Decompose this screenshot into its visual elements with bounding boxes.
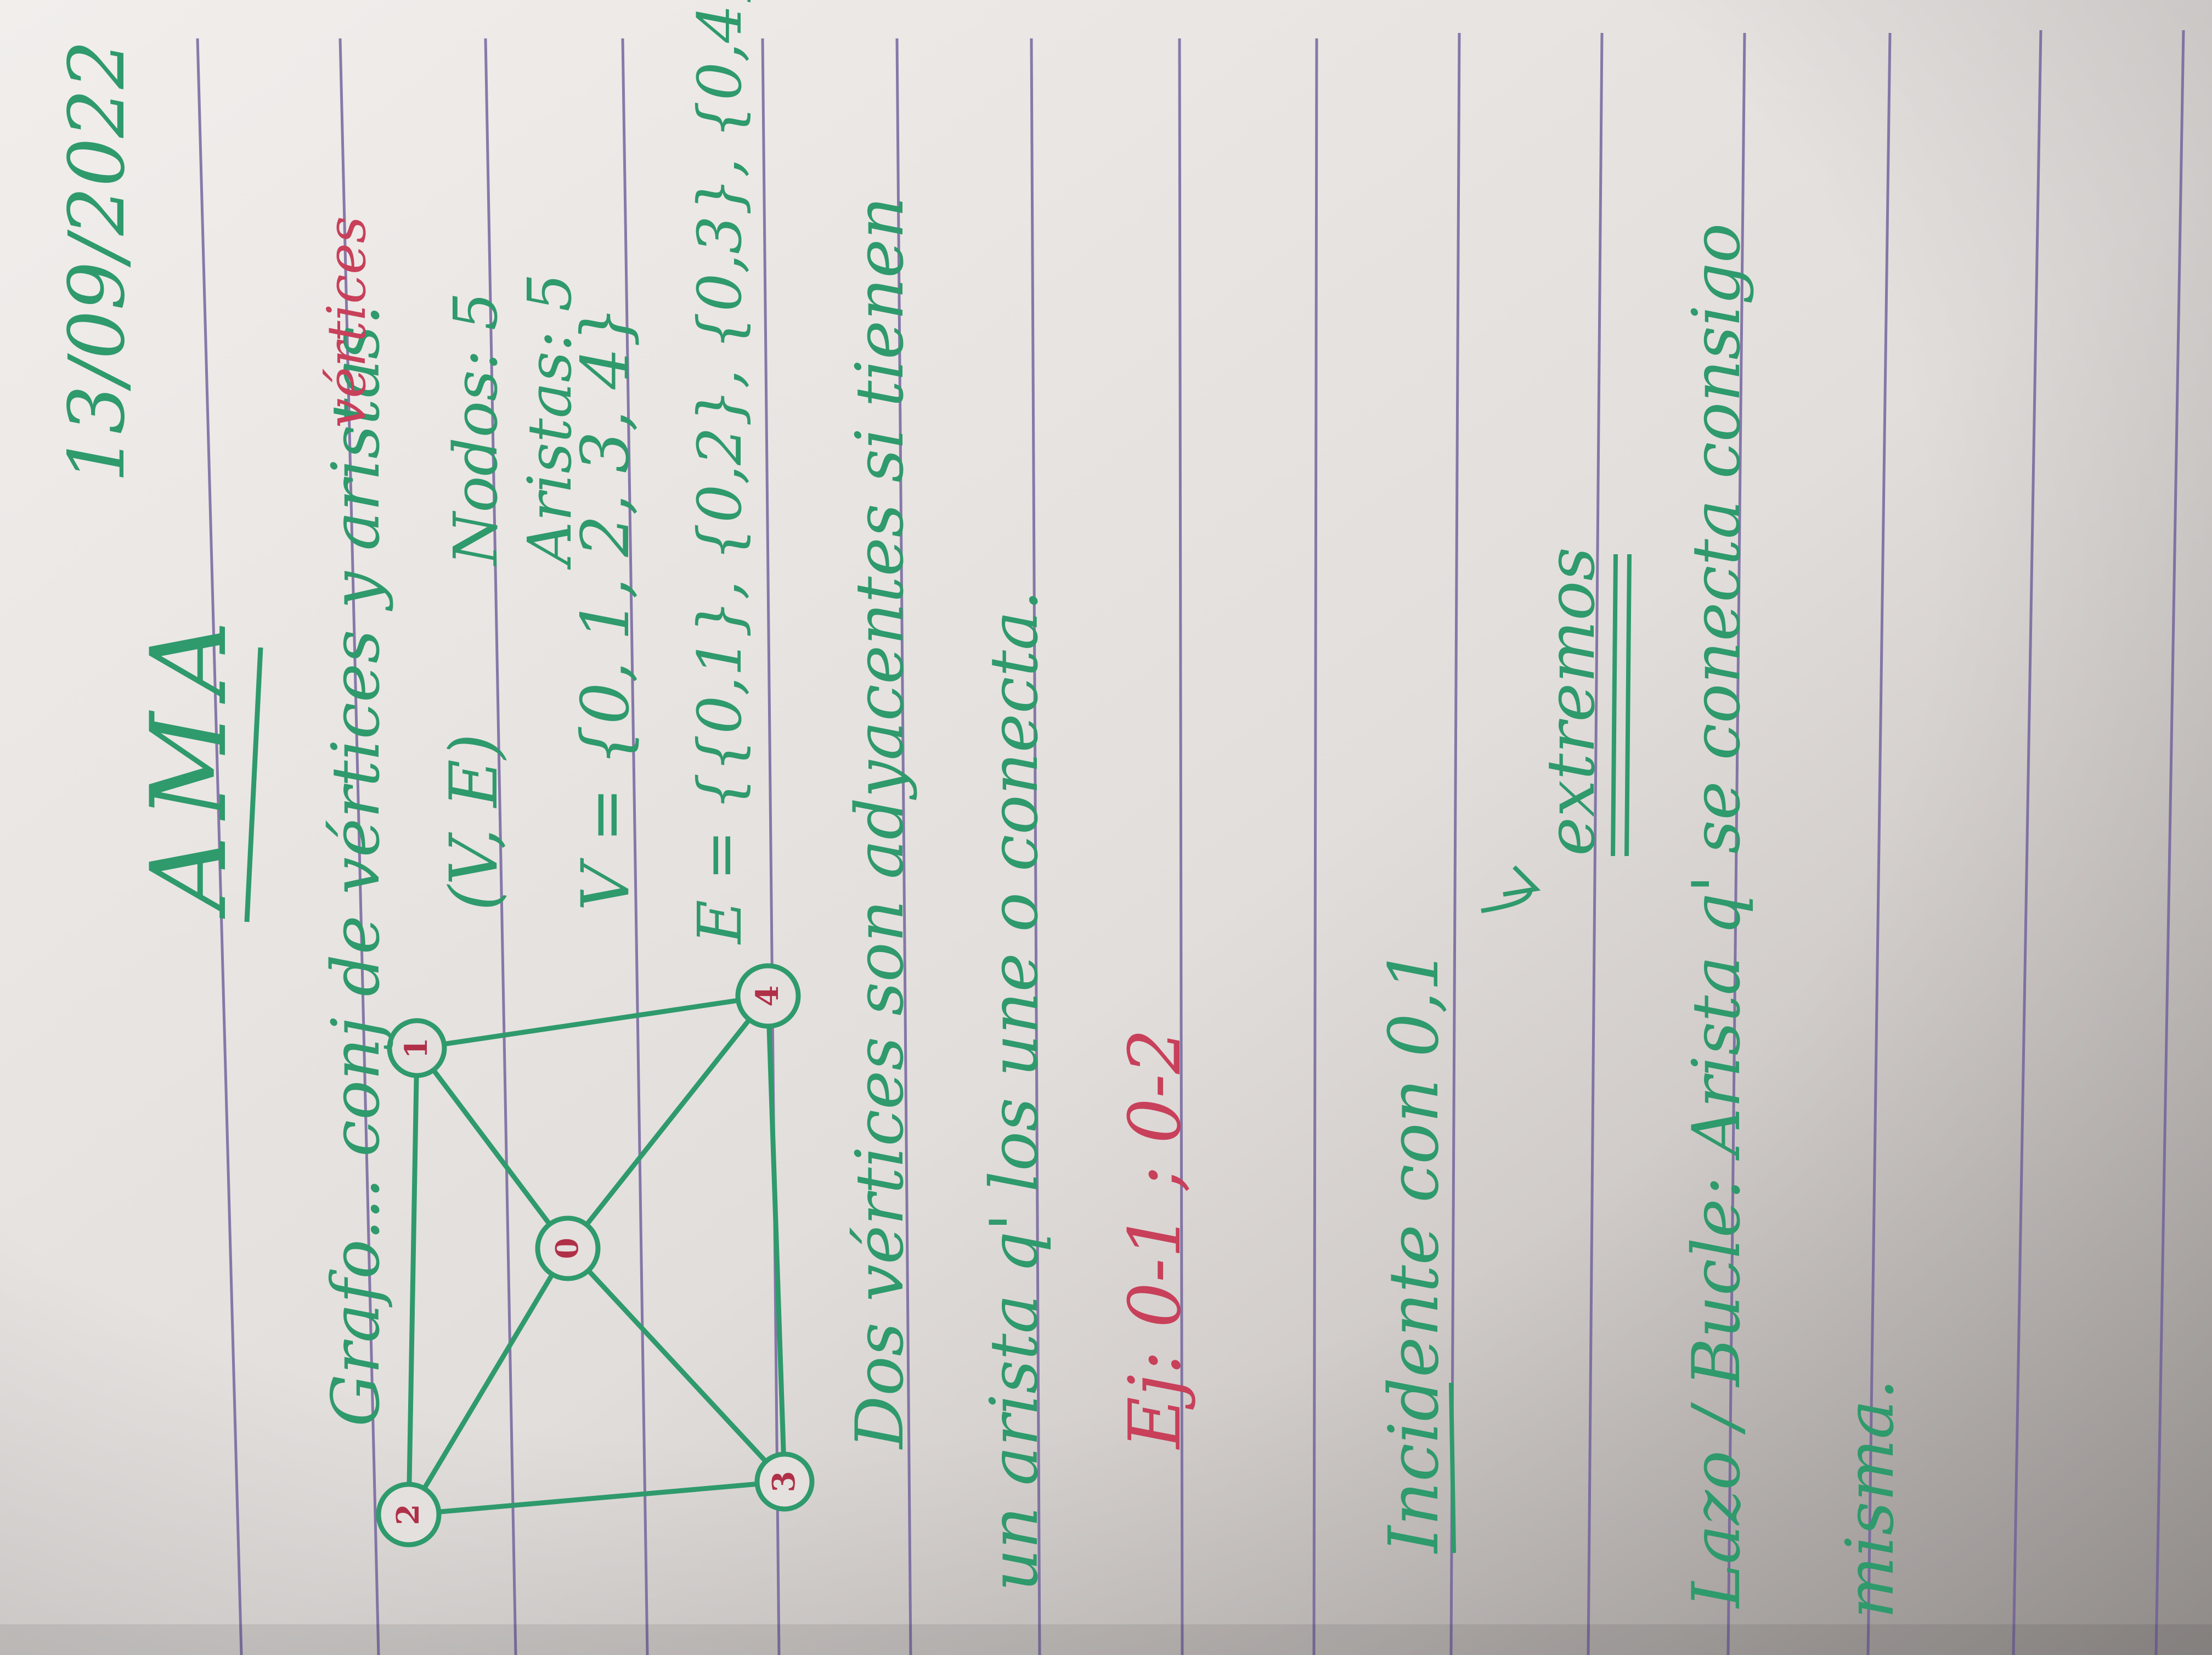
extremes-underline: [1613, 554, 1616, 856]
vertices-note: vértices: [316, 216, 377, 428]
graph-definition: Grafo... conj de vértices y aristas.: [318, 305, 394, 1427]
graph-node-4: 4: [738, 966, 798, 1026]
page-title: AMA: [128, 604, 250, 919]
incident-underline: [1451, 1383, 1454, 1553]
extremes: extremos: [1533, 547, 1610, 856]
date: 13/09/2022: [53, 40, 142, 483]
nodes-count: Nodos: 5: [441, 292, 511, 567]
loop-definition-line1: Lazo / Bucle: Arista q' se conecta consi…: [1679, 223, 1755, 1609]
adjacent-definition-line1: Dos vértices son adyacentes si tienen: [842, 196, 918, 1450]
edges-count: Aristas: 5: [515, 273, 585, 570]
svg-text:0: 0: [549, 1238, 585, 1259]
svg-text:1: 1: [398, 1038, 435, 1059]
graph-node-3: 3: [757, 1454, 812, 1509]
example: Ej: 0-1 ; 0-2: [1113, 1029, 1197, 1450]
graph-node-2: 2: [379, 1484, 439, 1545]
svg-text:2: 2: [390, 1504, 426, 1525]
incident: Incidente con 0,1: [1374, 948, 1454, 1554]
adjacent-definition-line2: un arista q' los une o conecta.: [977, 590, 1053, 1591]
graph-node-1: 1: [390, 1021, 444, 1076]
edge-set: E = {{0,1}, {0,2}, {0,3}, {0,4}, {1,4}}: [685, 0, 755, 945]
loop-definition-line2: misma.: [1832, 1379, 1909, 1619]
graph-node-0: 0: [538, 1218, 598, 1279]
pair-ve: (V, E): [436, 734, 512, 911]
svg-text:4: 4: [749, 986, 786, 1007]
svg-text:3: 3: [766, 1471, 802, 1493]
